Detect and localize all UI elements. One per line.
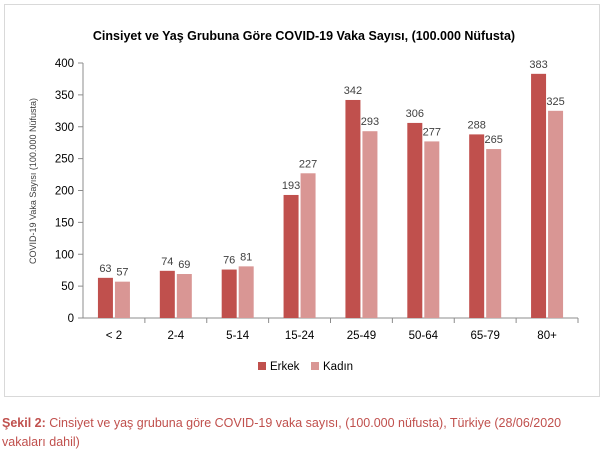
data-label: 293 <box>361 116 379 128</box>
x-tick-label: 15-24 <box>285 330 315 342</box>
x-tick-label: 25-49 <box>347 330 376 342</box>
bar-erkek <box>407 122 423 318</box>
bar-kadın <box>486 149 502 318</box>
bar-kadın <box>176 274 192 318</box>
legend: Erkek Kadın <box>258 361 353 373</box>
bar-kadın <box>300 173 316 318</box>
data-label: 74 <box>161 256 173 268</box>
x-tick-label: 80+ <box>537 330 557 342</box>
legend-swatch-kadın <box>311 362 319 370</box>
data-label: 76 <box>223 255 235 267</box>
bar-erkek <box>283 194 299 318</box>
data-label: 383 <box>529 59 547 71</box>
data-labels: 63 74 76 193 342 306 288 383 57 69 81 227 293 277 265 3… <box>99 59 564 279</box>
data-label: 193 <box>282 180 300 192</box>
bar-kadın <box>238 266 254 318</box>
y-tick-label: 0 <box>68 313 74 325</box>
data-label: 342 <box>344 85 362 97</box>
x-tick-label: 50-64 <box>409 330 439 342</box>
data-label: 69 <box>178 259 190 271</box>
x-tick-label: < 2 <box>106 330 122 342</box>
legend-label-erkek: Erkek <box>270 361 300 373</box>
y-tick-label: 150 <box>55 217 74 229</box>
data-label: 63 <box>99 263 111 275</box>
data-label: 227 <box>299 158 317 170</box>
data-label: 277 <box>423 126 441 138</box>
legend-swatch-erkek <box>258 362 266 370</box>
bar-kadın <box>362 131 378 318</box>
y-tick-label: 400 <box>55 58 74 70</box>
y-tick-label: 300 <box>55 122 74 134</box>
data-label: 81 <box>240 251 252 263</box>
bar-erkek <box>159 270 175 318</box>
data-label: 265 <box>485 134 503 146</box>
y-axis-label: COVID-19 Vaka Sayısı (100.000 Nüfusta) <box>28 98 38 264</box>
y-tick-label: 100 <box>55 249 74 261</box>
bar-erkek <box>345 99 361 318</box>
data-label: 325 <box>546 96 564 108</box>
data-label: 57 <box>116 267 128 279</box>
x-tick-label: 5-14 <box>226 330 250 342</box>
bar-erkek <box>469 134 485 318</box>
chart-title: Cinsiyet ve Yaş Grubuna Göre COVID-19 Va… <box>93 29 515 43</box>
y-tick-label: 200 <box>55 186 74 198</box>
bar-erkek <box>221 269 237 318</box>
bar-kadın <box>548 110 564 318</box>
x-tick-label: 2-4 <box>168 330 185 342</box>
caption-label: Şekil 2: <box>2 416 46 430</box>
bar-chart: Cinsiyet ve Yaş Grubuna Göre COVID-19 Va… <box>28 29 579 373</box>
bars <box>97 73 564 319</box>
y-tick-label: 350 <box>55 90 74 102</box>
caption-text: Cinsiyet ve yaş grubuna göre COVID-19 va… <box>2 416 562 449</box>
figure-caption: Şekil 2: Cinsiyet ve yaş grubuna göre CO… <box>2 414 606 452</box>
bar-erkek <box>531 73 547 319</box>
y-tick-label: 250 <box>55 154 74 166</box>
bar-erkek <box>97 277 113 318</box>
bar-kadın <box>114 281 130 318</box>
data-label: 306 <box>406 108 424 120</box>
bar-kadın <box>424 141 440 318</box>
x-tick-label: 65-79 <box>470 330 499 342</box>
legend-label-kadın: Kadın <box>323 361 353 373</box>
data-label: 288 <box>468 119 486 131</box>
y-tick-label: 50 <box>61 281 74 293</box>
